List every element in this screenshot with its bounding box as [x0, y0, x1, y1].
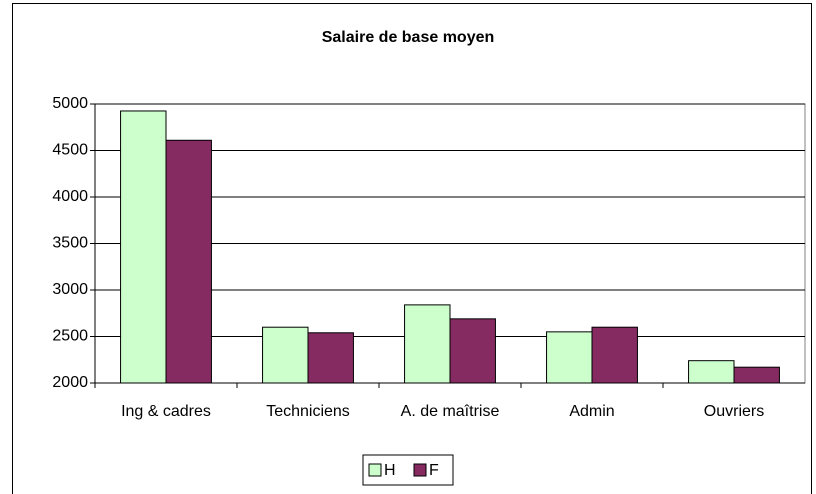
- x-tick-label: Admin: [569, 403, 614, 420]
- bar: [546, 331, 593, 384]
- bar: [262, 326, 309, 384]
- x-tick-label: Ing & cadres: [121, 403, 211, 420]
- bar: [165, 139, 212, 384]
- chart-title: Salaire de base moyen: [322, 29, 495, 46]
- legend-label: H: [384, 462, 396, 479]
- bar: [307, 332, 354, 384]
- y-tick-label: 5000: [52, 95, 88, 112]
- legend-label: F: [429, 462, 439, 479]
- x-tick-label: A. de maîtrise: [401, 403, 500, 420]
- bar: [591, 326, 638, 384]
- x-tick-label: Techniciens: [266, 403, 350, 420]
- bar: [733, 366, 780, 384]
- y-tick-label: 2500: [52, 328, 88, 345]
- x-tick-label: Ouvriers: [704, 403, 764, 420]
- y-tick-label: 3500: [52, 235, 88, 252]
- y-tick-label: 4500: [52, 142, 88, 159]
- legend-swatch: [368, 463, 382, 477]
- bar: [449, 318, 496, 384]
- bar: [404, 304, 451, 384]
- bar: [120, 110, 167, 384]
- y-tick-label: 3000: [52, 281, 88, 298]
- bar: [688, 360, 735, 384]
- y-tick-label: 2000: [52, 374, 88, 391]
- legend-swatch: [413, 463, 427, 477]
- y-tick-label: 4000: [52, 188, 88, 205]
